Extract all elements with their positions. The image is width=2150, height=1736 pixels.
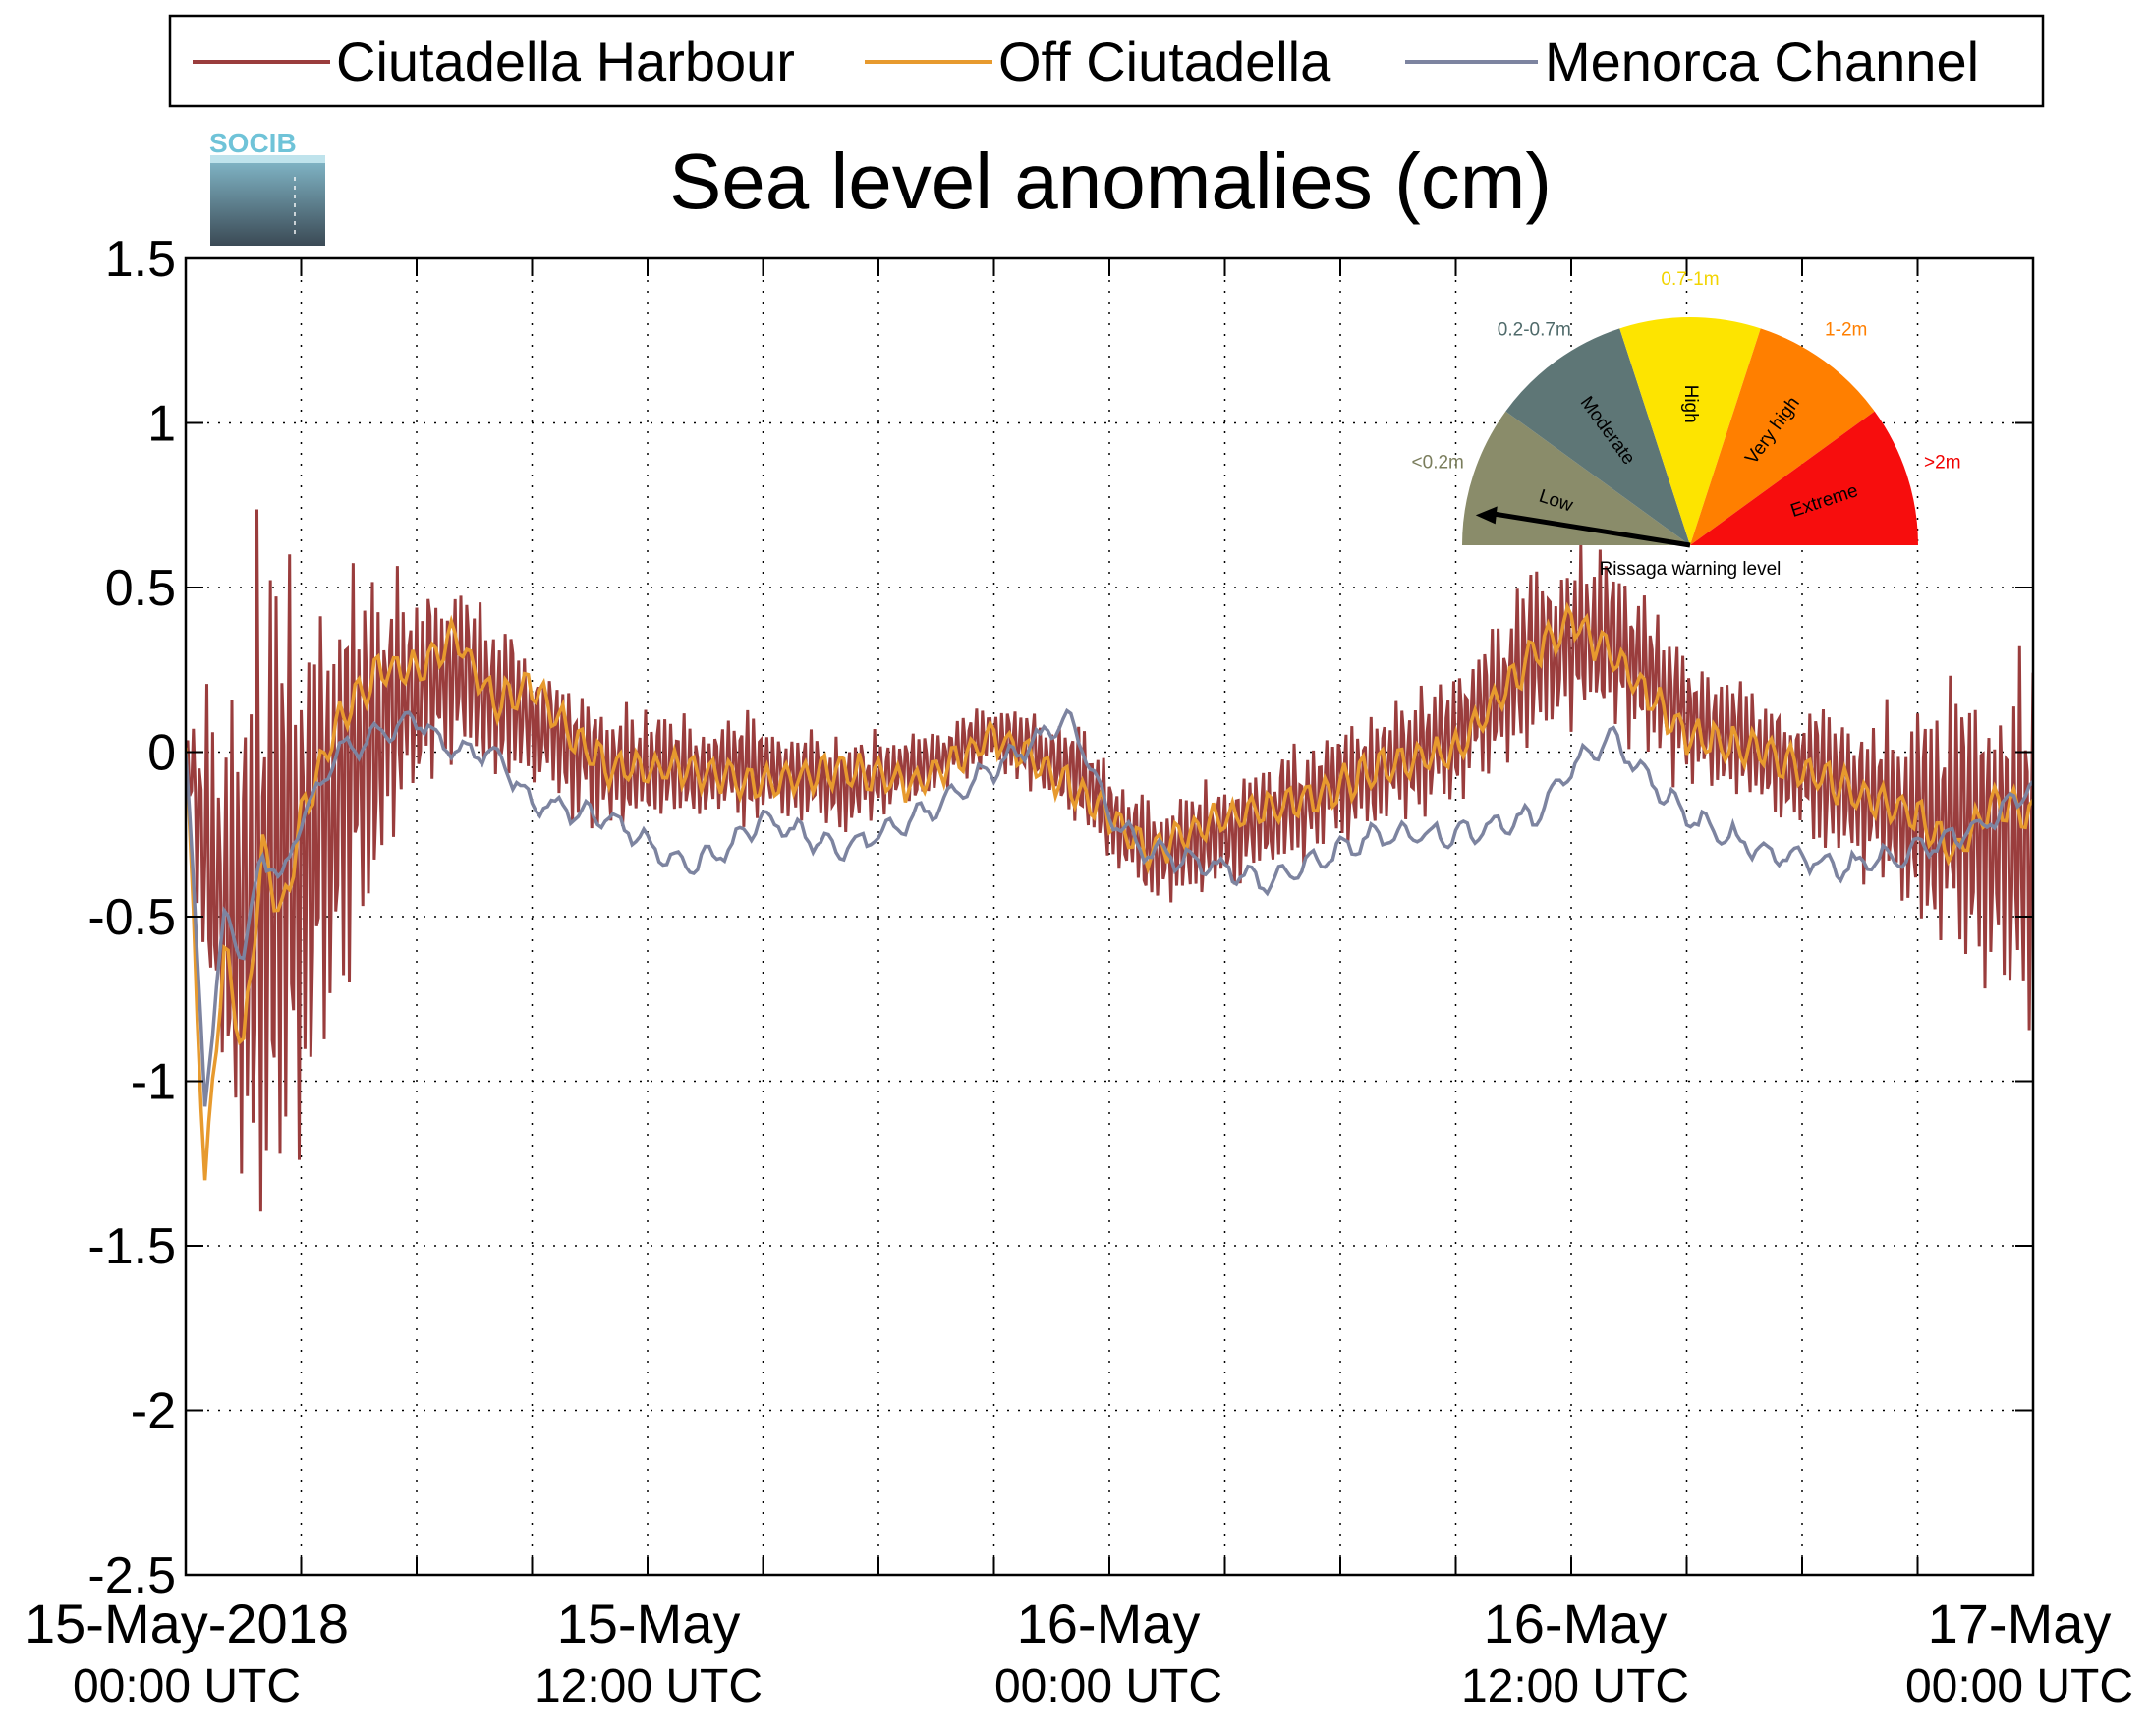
series-layer <box>186 509 2033 1212</box>
plot-area: 1.5 1 0.5 0 -0.5 -1 -1.5 -2 -2.5 15-May-2018 00:0… <box>25 231 2133 1712</box>
legend-box <box>168 14 2045 108</box>
gauge-segment-moderate <box>1505 328 1690 545</box>
y-tick-label: 0 <box>147 725 176 782</box>
gauge-range-label: 0.7-1m <box>1661 269 1719 290</box>
x-tick-label-date: 16-May <box>1017 1593 1201 1654</box>
x-tick-label-date: 15-May-2018 <box>25 1593 349 1654</box>
gauge-segment-low <box>1462 411 1690 545</box>
chart-title: Sea level anomalies (cm) <box>669 138 1552 225</box>
logo-text: SOCIB <box>209 128 297 158</box>
y-tick-label: -2 <box>131 1383 176 1440</box>
legend-label-menorca-channel: Menorca Channel <box>1545 30 1979 92</box>
series-line-off-ciutadella <box>186 601 2033 1181</box>
x-tick-label-date: 17-May <box>1928 1593 2112 1654</box>
y-tick-label: -2.5 <box>87 1547 176 1604</box>
gauge-segment-very-high <box>1690 328 1875 545</box>
y-tick-label: 1 <box>147 396 176 453</box>
x-tick-label-time: 12:00 UTC <box>535 1660 763 1712</box>
x-tick-label-time: 00:00 UTC <box>1905 1660 2133 1712</box>
gauge-segment-label: High <box>1680 385 1701 423</box>
y-tick-label: -1.5 <box>87 1218 176 1275</box>
gauge-caption: Rissaga warning level <box>1600 559 1782 580</box>
gauge-range-label: >2m <box>1924 453 1961 474</box>
series-line-ciutadella-harbour <box>186 509 2033 1212</box>
legend: Ciutadella Harbour Off Ciutadella Menorc… <box>168 14 2045 108</box>
y-axis-tick-labels: 1.5 1 0.5 0 -0.5 -1 -1.5 -2 -2.5 <box>87 231 176 1604</box>
y-tick-label: -1 <box>131 1054 176 1111</box>
x-axis-tick-labels: 15-May-2018 00:00 UTC 15-May 12:00 UTC 16-Ma… <box>25 1593 2133 1712</box>
socib-logo: SOCIB <box>209 128 325 246</box>
gauge-needle-head <box>1475 506 1498 525</box>
y-tick-label: 1.5 <box>105 231 176 288</box>
series-line-menorca-channel <box>186 707 2033 1107</box>
x-tick-label-date: 15-May <box>557 1593 741 1654</box>
y-tick-label: 0.5 <box>105 560 176 617</box>
gauge-segment-high <box>1619 317 1761 545</box>
gauge-needle <box>1489 510 1691 548</box>
gauge-range-label: 0.2-0.7m <box>1498 320 1571 341</box>
x-tick-label-date: 16-May <box>1484 1593 1668 1654</box>
axis-ticks <box>186 257 2033 1576</box>
legend-label-off-ciutadella: Off Ciutadella <box>998 30 1331 92</box>
x-tick-label-time: 00:00 UTC <box>994 1660 1222 1712</box>
gauge-range-label: 1-2m <box>1825 320 1867 341</box>
y-tick-label: -0.5 <box>87 889 176 946</box>
gauge-segment-extreme <box>1690 411 1918 545</box>
x-tick-label-time: 12:00 UTC <box>1461 1660 1689 1712</box>
gauge-range-label: <0.2m <box>1412 453 1464 474</box>
x-tick-label-time: 00:00 UTC <box>73 1660 301 1712</box>
legend-label-ciutadella-harbour: Ciutadella Harbour <box>336 30 795 92</box>
